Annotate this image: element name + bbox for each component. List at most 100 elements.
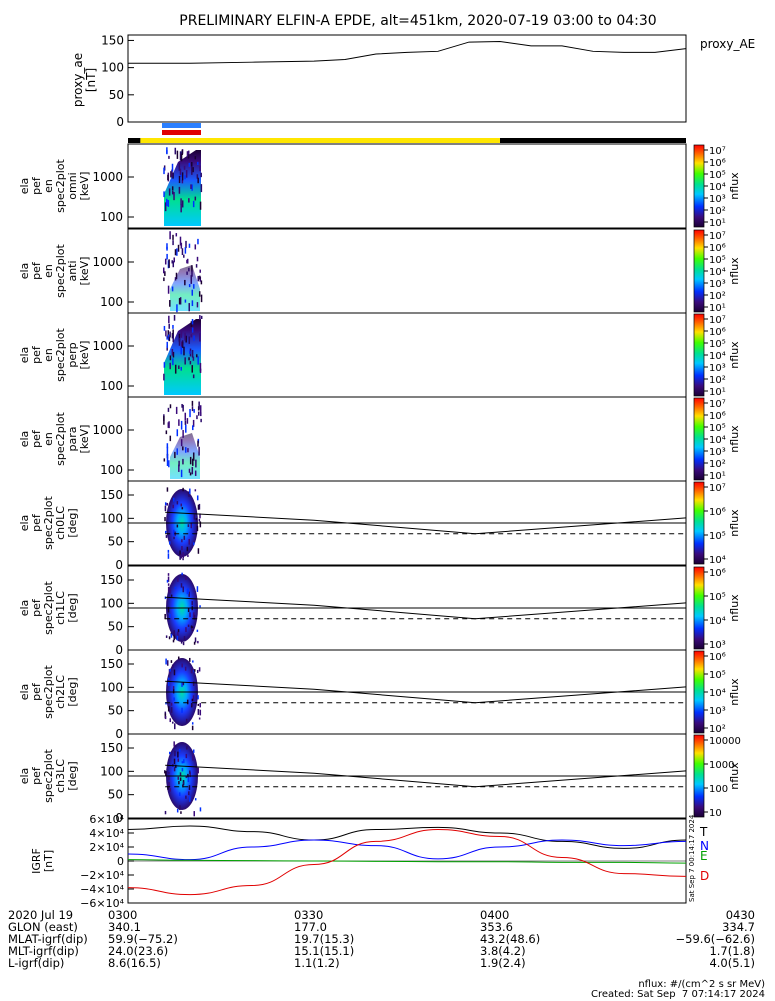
spectrogram-pixel bbox=[185, 775, 188, 779]
spec-panel-4: ela pef spec2plot ch0LC [deg] 150 100 50 0 bbox=[18, 480, 687, 572]
colorbar-tick-label: 10⁴ bbox=[709, 435, 726, 446]
colorbar-tick-label: 10⁵ bbox=[709, 423, 726, 434]
spectrogram-pixel bbox=[191, 522, 194, 526]
spectrogram-pixel bbox=[169, 751, 171, 755]
colorbar-scale bbox=[693, 734, 705, 818]
spectrogram-pixel bbox=[171, 260, 173, 264]
spectrogram-pixel bbox=[186, 259, 188, 264]
spectrogram-pixel bbox=[172, 358, 174, 366]
spectrogram-pixel bbox=[197, 161, 199, 166]
spectrogram-pixel bbox=[176, 304, 178, 313]
spectrogram-pixel bbox=[176, 524, 179, 528]
colorbar-tick-label: 10⁵ bbox=[709, 170, 726, 181]
spectrogram-pixel bbox=[191, 270, 193, 277]
colorbar-tick-label: 10⁵ bbox=[709, 255, 726, 266]
science-bar-segment bbox=[140, 138, 500, 143]
spectrogram-pixel bbox=[179, 297, 182, 305]
spectrogram-pixel bbox=[171, 169, 173, 177]
spectrogram-pixel bbox=[200, 184, 203, 193]
spec-panel-ylabel-text: [keV] bbox=[78, 172, 91, 201]
spectrogram-pixel bbox=[186, 151, 189, 157]
colorbar-scale bbox=[693, 229, 705, 313]
spectrogram-pixel bbox=[186, 746, 188, 750]
spectrogram-pixel bbox=[185, 240, 187, 249]
spec-panel-ylabel-text: pef bbox=[30, 345, 43, 364]
spectrogram-pixel bbox=[187, 448, 189, 453]
footer-l-value: 1.1(1.2) bbox=[294, 956, 340, 970]
spectrogram-pixel bbox=[196, 495, 199, 501]
spectrogram-pixel bbox=[164, 258, 167, 265]
spectrogram-pixel bbox=[169, 362, 171, 370]
spectrogram-pixel bbox=[166, 253, 168, 260]
spectrogram-pixel bbox=[188, 591, 190, 597]
spectrogram-pixel bbox=[191, 319, 194, 325]
footer-label-mlat: MLAT-igrf(dip) bbox=[8, 932, 88, 946]
spectrogram-pixel bbox=[200, 294, 203, 303]
spectrogram-pixel bbox=[179, 151, 182, 161]
spectrogram-pixel bbox=[189, 472, 192, 476]
colorbar-tick-label: 10⁶ bbox=[709, 158, 726, 169]
footer-mlat-value: 59.9(−75.2) bbox=[108, 932, 178, 946]
colorbar-scale bbox=[693, 144, 705, 228]
igrf-tick-label: −4×10⁴ bbox=[80, 883, 124, 896]
spectrogram-pixel bbox=[168, 155, 170, 159]
spectrogram-pixel bbox=[194, 489, 197, 492]
colorbar-tick-label: 10⁶ bbox=[709, 652, 726, 663]
spectrogram-pixel bbox=[193, 614, 196, 620]
spec-panel-ylabel-text: pef bbox=[30, 513, 43, 532]
spec-panel-ylabel-text: en bbox=[42, 179, 55, 193]
spectrogram-pixel bbox=[164, 715, 167, 720]
spec-tick-label: 0 bbox=[115, 727, 123, 741]
spectrogram-pixel bbox=[172, 351, 175, 358]
spectrogram-pixel bbox=[185, 795, 187, 799]
spec-panel-ylabel-text: anti bbox=[66, 260, 79, 281]
spectrogram-pixel bbox=[174, 249, 177, 256]
proxy-ae-tick-label: 100 bbox=[101, 61, 124, 75]
spectrogram-pixel bbox=[193, 284, 195, 289]
colorbar-tick-label: 10⁵ bbox=[709, 339, 726, 350]
colorbar-tick-label: 10³ bbox=[709, 447, 726, 458]
spec-tick-label: 1000 bbox=[92, 255, 123, 269]
spectrogram-pixel bbox=[183, 346, 185, 356]
loss-cone-line bbox=[165, 680, 687, 704]
spec-tick-label: 150 bbox=[100, 741, 123, 755]
spectrogram-pixel bbox=[172, 234, 174, 240]
spectrogram-pixel bbox=[182, 487, 184, 492]
spectrogram-pixel bbox=[166, 446, 169, 456]
spectrogram-pixel bbox=[168, 460, 170, 468]
colorbar-unit: nflux bbox=[728, 762, 741, 790]
spectrogram-pixel bbox=[198, 717, 201, 720]
colorbar-tick-label: 10¹ bbox=[709, 218, 726, 229]
spectrogram-pixel bbox=[191, 349, 194, 358]
spectrogram-pixel bbox=[182, 430, 184, 438]
spec-panel-ylabel-text: ela bbox=[18, 515, 31, 532]
spectrogram-pixel bbox=[167, 174, 169, 181]
spectrogram-pixel bbox=[167, 422, 170, 428]
spec-panel-ylabel-text: pef bbox=[30, 429, 43, 448]
spectrogram-pixel bbox=[180, 345, 182, 355]
colorbar-tick-label: 10² bbox=[709, 291, 726, 302]
spec-panel-ylabel-text: ela bbox=[18, 178, 31, 195]
spec-panel-ylabel-text: pef bbox=[30, 766, 43, 785]
spectrogram-pixel bbox=[188, 336, 191, 344]
spectrogram-pixel bbox=[164, 202, 167, 212]
spectrogram-pixel bbox=[191, 698, 194, 702]
spectrogram-pixel bbox=[181, 707, 183, 713]
spectrogram-pixel bbox=[169, 355, 172, 361]
spectrogram-pixel bbox=[188, 198, 190, 203]
spectrogram-pixel bbox=[177, 631, 179, 636]
spectrogram-pixel bbox=[189, 796, 191, 802]
spec-panel-1: ela pef en spec2plot anti [keV] 1000 100 bbox=[18, 228, 687, 314]
spectrogram-pixel bbox=[173, 630, 175, 636]
spectrogram-pixel bbox=[196, 586, 199, 592]
spectrogram-pixel bbox=[184, 332, 186, 341]
igrf-line-E bbox=[127, 859, 687, 864]
spectrogram-pixel bbox=[167, 330, 170, 337]
spectrogram-pixel bbox=[194, 637, 197, 643]
spectrogram-pixel bbox=[185, 753, 188, 759]
spectrogram-pixel bbox=[166, 453, 169, 459]
spectrogram-pixel bbox=[167, 407, 170, 412]
spec-tick-label: 1000 bbox=[92, 423, 123, 437]
